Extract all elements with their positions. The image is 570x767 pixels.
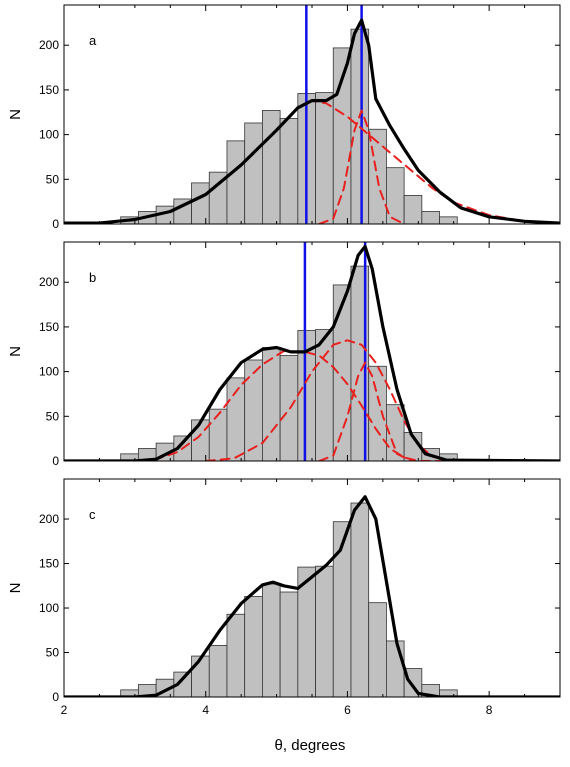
histogram-bar bbox=[279, 591, 299, 698]
component-fit-curve bbox=[204, 339, 491, 461]
panel-label: a bbox=[89, 33, 97, 48]
histogram-bar bbox=[208, 408, 228, 462]
histogram-bar bbox=[315, 565, 334, 698]
histogram-bar bbox=[332, 284, 352, 462]
y-tick-label: 200 bbox=[39, 38, 59, 52]
y-tick-label: 50 bbox=[46, 172, 60, 186]
histogram-bar bbox=[226, 613, 246, 698]
y-tick-label: 100 bbox=[39, 601, 59, 615]
histogram-bar bbox=[368, 602, 387, 698]
histogram-bar bbox=[385, 640, 405, 698]
histogram-bar bbox=[315, 92, 334, 225]
y-axis-label: N bbox=[7, 346, 24, 357]
y-tick-label: 0 bbox=[52, 690, 59, 704]
histogram-bar bbox=[261, 347, 281, 462]
y-tick-label: 0 bbox=[52, 217, 59, 231]
histogram-bar bbox=[244, 596, 263, 698]
histogram-bar bbox=[208, 644, 228, 698]
histogram-bar bbox=[244, 359, 263, 462]
x-tick-label: 8 bbox=[486, 703, 493, 717]
y-tick-label: 50 bbox=[46, 646, 60, 660]
y-tick-label: 100 bbox=[39, 365, 59, 379]
histogram-bar bbox=[261, 583, 281, 698]
histogram-bar bbox=[368, 365, 387, 462]
histogram-bar bbox=[350, 502, 370, 698]
histogram-bar bbox=[421, 211, 440, 225]
panel-label: c bbox=[89, 507, 96, 522]
y-tick-label: 150 bbox=[39, 557, 59, 571]
y-tick-label: 0 bbox=[52, 454, 59, 468]
y-axis-label: N bbox=[7, 583, 24, 594]
y-axis-label: N bbox=[7, 109, 24, 120]
histogram-bar bbox=[385, 167, 405, 225]
total-fit-curve bbox=[64, 495, 560, 697]
y-tick-label: 150 bbox=[39, 83, 59, 97]
histogram-bar bbox=[244, 122, 263, 225]
x-tick-label: 6 bbox=[344, 703, 351, 717]
y-tick-label: 200 bbox=[39, 275, 59, 289]
y-tick-label: 50 bbox=[46, 409, 60, 423]
y-tick-label: 200 bbox=[39, 512, 59, 526]
histogram-bar bbox=[226, 140, 246, 225]
histogram-bar bbox=[439, 216, 458, 225]
component-fit-curve bbox=[318, 109, 406, 224]
x-axis-label: θ, degrees bbox=[275, 737, 346, 754]
histogram-bar bbox=[403, 194, 423, 225]
histogram-bar bbox=[191, 182, 210, 225]
total-fit-curve bbox=[64, 18, 560, 224]
histogram-bar bbox=[315, 329, 334, 462]
panel-label: b bbox=[89, 270, 96, 285]
histogram-bar bbox=[279, 118, 299, 225]
x-tick-label: 4 bbox=[202, 703, 209, 717]
total-fit-curve bbox=[64, 244, 560, 461]
component-fit-curve bbox=[64, 350, 560, 461]
histogram-bar bbox=[191, 655, 210, 698]
y-tick-label: 150 bbox=[39, 320, 59, 334]
y-tick-label: 100 bbox=[39, 128, 59, 142]
component-fit-curve bbox=[318, 361, 413, 461]
x-tick-label: 2 bbox=[61, 703, 68, 717]
